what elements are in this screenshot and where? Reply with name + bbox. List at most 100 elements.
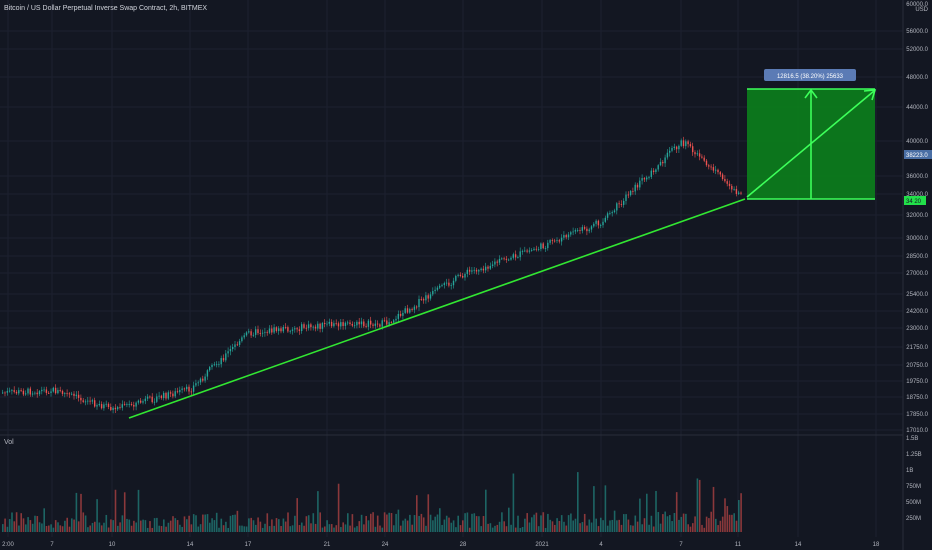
time-tick-label: 14 xyxy=(795,542,802,548)
volume-bar xyxy=(133,520,135,532)
volume-bar xyxy=(632,525,634,532)
volume-bar xyxy=(521,527,524,532)
volume-bar xyxy=(466,512,469,532)
volume-bar xyxy=(473,513,476,532)
candle-body xyxy=(682,140,685,147)
volume-bar xyxy=(549,519,551,532)
time-axis[interactable]: 2:00 7 10 14 17 21 24 28 2021 4 7 11 14 18 xyxy=(2,542,880,548)
candle-body xyxy=(183,388,186,390)
currency-label: USD xyxy=(915,7,928,13)
volume-bar xyxy=(443,519,446,532)
candle-body xyxy=(542,243,544,249)
candle-body xyxy=(627,194,629,196)
candle-body xyxy=(646,177,648,180)
volume-bar xyxy=(487,523,489,532)
candle-body xyxy=(510,257,512,260)
candle-body xyxy=(202,378,204,381)
volume-bar xyxy=(103,522,105,532)
candle-body xyxy=(123,404,126,405)
volume-bar xyxy=(273,525,275,532)
volume-bar xyxy=(671,521,673,532)
candle-body xyxy=(381,320,383,327)
volume-bar xyxy=(593,486,595,532)
volume-bar xyxy=(390,513,393,532)
volume-bar xyxy=(13,521,16,532)
volume-bar xyxy=(238,525,241,532)
candle-body xyxy=(586,228,588,232)
candle-body xyxy=(623,200,625,205)
price-axis[interactable]: USD 60000.0 56000.0 52000.0 48000.0 44000.0 4… xyxy=(906,2,928,434)
candle-body xyxy=(340,322,342,327)
volume-bar xyxy=(646,493,648,532)
volume-bar xyxy=(728,514,731,532)
volume-bar xyxy=(708,518,710,532)
volume-bar xyxy=(29,520,32,532)
candle-body xyxy=(181,388,183,390)
candle-body xyxy=(186,386,188,390)
candle-body xyxy=(498,258,501,263)
candle-body xyxy=(662,161,664,164)
candle-body xyxy=(135,402,137,407)
volume-bar xyxy=(680,516,683,532)
candle-body xyxy=(521,251,524,252)
volume-bar xyxy=(519,527,522,532)
volume-bar xyxy=(250,517,252,532)
volume-bar xyxy=(22,518,25,532)
volume-bar xyxy=(89,525,91,532)
volume-bar xyxy=(659,523,662,532)
candle-body xyxy=(15,391,18,394)
candle-body xyxy=(188,386,190,392)
candle-body xyxy=(18,390,20,394)
volume-tick-label: 1B xyxy=(906,468,913,474)
volume-bar xyxy=(172,516,174,532)
volume-bar xyxy=(705,516,708,532)
volume-bar xyxy=(326,520,328,532)
volume-tick-label: 500M xyxy=(906,500,921,506)
volume-bar xyxy=(540,515,542,532)
volume-bar xyxy=(554,524,556,532)
candle-body xyxy=(215,364,218,366)
candle-body xyxy=(404,308,406,313)
volume-bar xyxy=(712,486,715,532)
candle-body xyxy=(80,397,82,401)
volume-bar xyxy=(386,514,388,532)
candle-body xyxy=(503,258,505,260)
candlesticks xyxy=(2,136,742,414)
price-tick-label: 19750.0 xyxy=(906,379,928,385)
volume-bar xyxy=(664,511,666,532)
trendline[interactable] xyxy=(128,198,746,419)
time-tick-label: 2:00 xyxy=(2,542,14,548)
candle-body xyxy=(137,400,140,403)
candle-body xyxy=(616,203,618,211)
volume-bar xyxy=(50,524,52,532)
volume-bar xyxy=(153,518,156,532)
volume-tick-label: 1.25B xyxy=(906,452,922,458)
candle-body xyxy=(726,181,728,184)
volume-bar xyxy=(547,513,549,532)
volume-bar xyxy=(358,521,361,532)
volume-bar xyxy=(531,517,533,532)
candle-body xyxy=(478,270,480,272)
volume-bar xyxy=(436,514,439,532)
price-tick-label: 20750.0 xyxy=(906,363,928,369)
volume-bar xyxy=(202,514,204,532)
candle-body xyxy=(296,328,298,330)
volume-bar xyxy=(312,513,315,532)
volume-bar xyxy=(2,524,4,532)
projection-arrow[interactable] xyxy=(746,90,875,198)
candle-body xyxy=(250,331,252,336)
volume-bar xyxy=(130,525,133,532)
volume-bar xyxy=(278,519,280,532)
volume-bar xyxy=(344,524,347,532)
candle-body xyxy=(73,393,75,396)
volume-bar xyxy=(452,520,455,532)
candle-body xyxy=(48,392,50,394)
candle-body xyxy=(34,392,36,394)
candle-body xyxy=(675,146,678,150)
candle-body xyxy=(222,358,225,361)
candle-body xyxy=(146,396,149,399)
candle-body xyxy=(344,322,347,326)
volume-bar xyxy=(271,519,273,532)
price-tick-label: 17010.0 xyxy=(906,428,928,434)
